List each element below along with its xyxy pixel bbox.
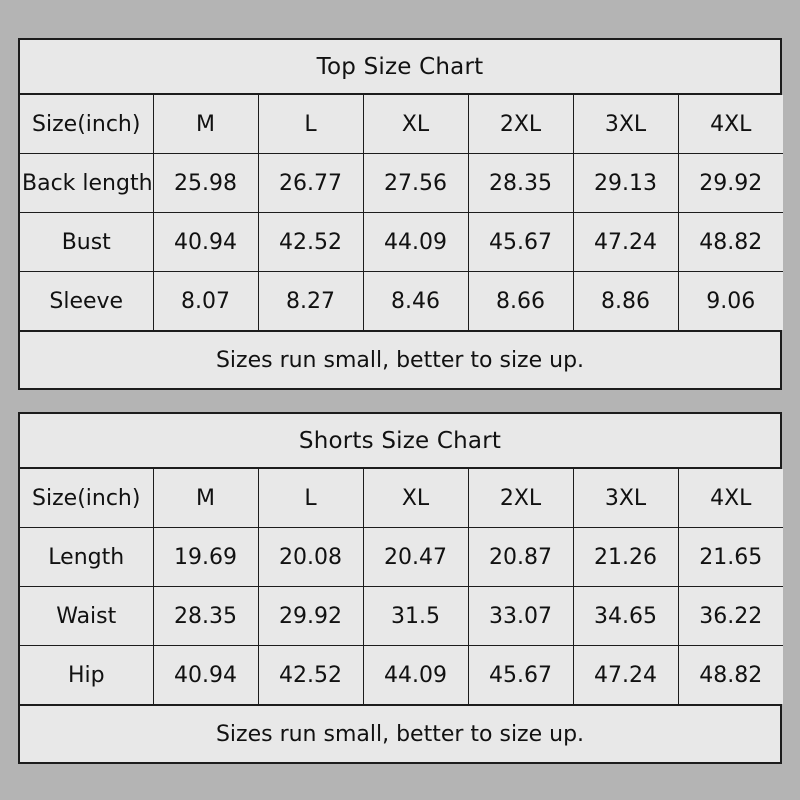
header-size-4xl: 4XL (677, 95, 783, 154)
table-header-row: Size(inch) M L XL 2XL 3XL 4XL (20, 95, 783, 154)
cell-sleeve-3xl: 8.86 (572, 271, 679, 330)
cell-bust-l: 42.52 (257, 212, 364, 272)
table-row: Bust 40.94 42.52 44.09 45.67 47.24 48.82 (20, 212, 783, 272)
cell-back-length-xl: 27.56 (362, 153, 469, 213)
header-size-l: L (257, 469, 364, 528)
top-size-chart-note: Sizes run small, better to size up. (20, 330, 780, 388)
row-label-sleeve: Sleeve (20, 271, 154, 330)
cell-waist-l: 29.92 (257, 586, 364, 646)
cell-waist-m: 28.35 (152, 586, 259, 646)
header-size-label: Size(inch) (20, 469, 154, 528)
top-size-chart-table: Size(inch) M L XL 2XL 3XL 4XL Back lengt… (20, 95, 783, 330)
header-size-3xl: 3XL (572, 95, 679, 154)
cell-length-xl: 20.47 (362, 527, 469, 587)
cell-back-length-l: 26.77 (257, 153, 364, 213)
cell-back-length-2xl: 28.35 (467, 153, 574, 213)
cell-back-length-4xl: 29.92 (677, 153, 783, 213)
cell-bust-4xl: 48.82 (677, 212, 783, 272)
cell-waist-4xl: 36.22 (677, 586, 783, 646)
header-size-label: Size(inch) (20, 95, 154, 154)
header-size-m: M (152, 469, 259, 528)
table-row: Waist 28.35 29.92 31.5 33.07 34.65 36.22 (20, 586, 783, 646)
cell-length-2xl: 20.87 (467, 527, 574, 587)
header-size-4xl: 4XL (677, 469, 783, 528)
shorts-size-chart-table: Size(inch) M L XL 2XL 3XL 4XL Length 19.… (20, 469, 783, 704)
cell-back-length-3xl: 29.13 (572, 153, 679, 213)
header-size-3xl: 3XL (572, 469, 679, 528)
cell-hip-xl: 44.09 (362, 645, 469, 704)
cell-hip-l: 42.52 (257, 645, 364, 704)
cell-bust-2xl: 45.67 (467, 212, 574, 272)
cell-sleeve-l: 8.27 (257, 271, 364, 330)
cell-sleeve-xl: 8.46 (362, 271, 469, 330)
row-label-bust: Bust (20, 212, 154, 272)
cell-length-l: 20.08 (257, 527, 364, 587)
cell-sleeve-m: 8.07 (152, 271, 259, 330)
cell-waist-3xl: 34.65 (572, 586, 679, 646)
cell-hip-2xl: 45.67 (467, 645, 574, 704)
header-size-2xl: 2XL (467, 95, 574, 154)
cell-length-m: 19.69 (152, 527, 259, 587)
shorts-size-chart-title: Shorts Size Chart (20, 414, 780, 469)
table-row: Length 19.69 20.08 20.47 20.87 21.26 21.… (20, 527, 783, 587)
row-label-length: Length (20, 527, 154, 587)
cell-length-3xl: 21.26 (572, 527, 679, 587)
cell-bust-xl: 44.09 (362, 212, 469, 272)
row-label-back-length: Back length (20, 153, 154, 213)
cell-bust-3xl: 47.24 (572, 212, 679, 272)
cell-hip-4xl: 48.82 (677, 645, 783, 704)
row-label-hip: Hip (20, 645, 154, 704)
cell-bust-m: 40.94 (152, 212, 259, 272)
header-size-2xl: 2XL (467, 469, 574, 528)
row-label-waist: Waist (20, 586, 154, 646)
cell-sleeve-2xl: 8.66 (467, 271, 574, 330)
header-size-xl: XL (362, 95, 469, 154)
header-size-xl: XL (362, 469, 469, 528)
shorts-size-chart-block: Shorts Size Chart Size(inch) M L XL 2XL … (18, 412, 783, 764)
top-size-chart-title: Top Size Chart (20, 40, 780, 95)
cell-sleeve-4xl: 9.06 (677, 271, 783, 330)
shorts-size-chart-note: Sizes run small, better to size up. (20, 704, 780, 762)
cell-hip-m: 40.94 (152, 645, 259, 704)
cell-waist-xl: 31.5 (362, 586, 469, 646)
table-row: Back length 25.98 26.77 27.56 28.35 29.1… (20, 153, 783, 213)
header-size-m: M (152, 95, 259, 154)
cell-waist-2xl: 33.07 (467, 586, 574, 646)
table-header-row: Size(inch) M L XL 2XL 3XL 4XL (20, 469, 783, 528)
cell-back-length-m: 25.98 (152, 153, 259, 213)
header-size-l: L (257, 95, 364, 154)
top-size-chart-block: Top Size Chart Size(inch) M L XL 2XL 3XL… (18, 38, 783, 390)
table-row: Hip 40.94 42.52 44.09 45.67 47.24 48.82 (20, 645, 783, 704)
table-row: Sleeve 8.07 8.27 8.46 8.66 8.86 9.06 (20, 271, 783, 330)
cell-hip-3xl: 47.24 (572, 645, 679, 704)
cell-length-4xl: 21.65 (677, 527, 783, 587)
